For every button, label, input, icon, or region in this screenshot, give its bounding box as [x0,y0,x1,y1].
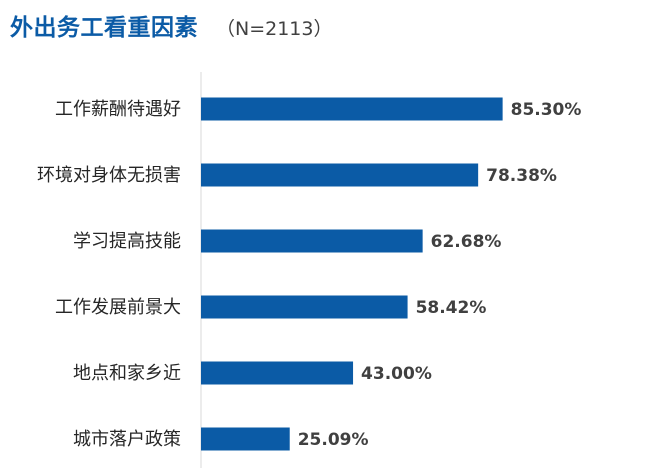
data-label: 85.30% [511,100,582,120]
category-label: 工作发展前景大 [55,297,181,318]
bar [201,361,354,385]
data-label: 58.42% [416,298,487,318]
category-label: 工作薪酬待遇好 [55,99,181,120]
bar [201,295,408,319]
chart-title: 外出务工看重因素 [10,15,198,41]
data-label: 62.68% [431,232,502,252]
bar [201,163,479,187]
bar [201,427,290,451]
bar [201,229,423,253]
data-label: 25.09% [298,430,369,450]
category-label: 学习提高技能 [73,231,181,252]
chart-sample-size: （N=2113） [216,18,333,40]
category-label: 地点和家乡近 [73,363,181,384]
data-label: 78.38% [486,166,557,186]
category-label: 城市落户政策 [73,429,181,450]
category-label: 环境对身体无损害 [37,165,181,186]
chart-title-row: 外出务工看重因素 （N=2113） [10,8,333,42]
bar [201,97,503,121]
data-label: 43.00% [361,364,432,384]
